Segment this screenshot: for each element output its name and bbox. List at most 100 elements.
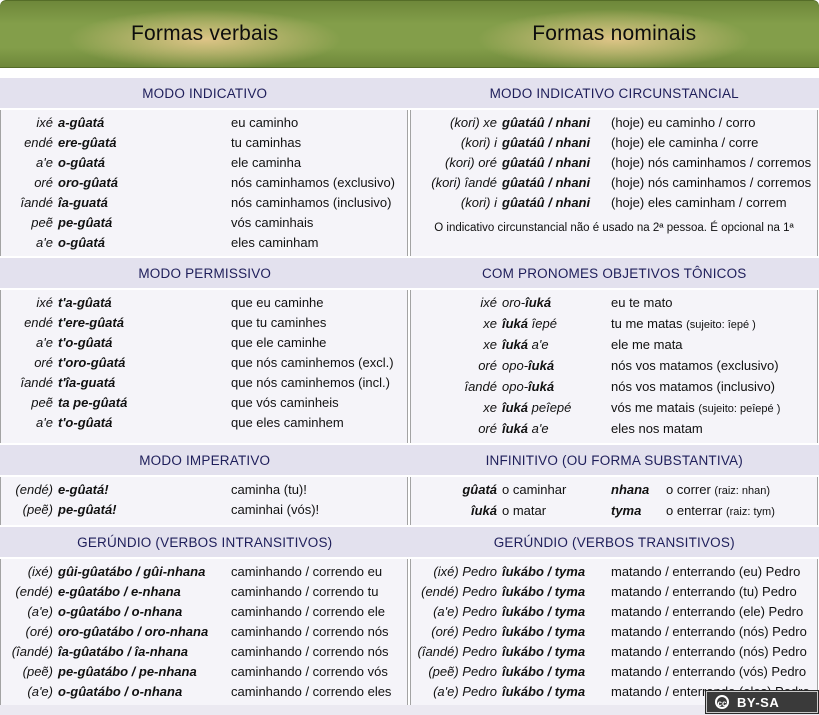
section-title-indicativo: MODO INDICATIVO <box>142 85 268 101</box>
verb-cell: tyma <box>611 503 642 518</box>
pronoun-cell: endé <box>24 135 53 150</box>
verb-cell: gûatáû / nhani <box>502 135 591 150</box>
pronoun-cell: xe <box>483 400 497 415</box>
conjugation-row: oré opo-îuká nós vos matamos (exclusivo) <box>413 356 815 377</box>
conjugation-row: xe îuká îepé tu me matas (sujeito: îepé … <box>413 314 815 335</box>
translation-cell: tu caminhas <box>231 135 302 150</box>
pronoun-cell: endé <box>24 315 53 330</box>
translation-cell: (hoje) eu caminho / corro <box>611 115 756 130</box>
translation-cell: (hoje) nós caminhamos / corremos <box>611 155 812 170</box>
section-band-4: GERÚNDIO (VERBOS INTRANSITIVOS) GERÚNDIO… <box>0 527 819 557</box>
conjugation-row: (endé) e-gûatábo / e-nhana caminhando / … <box>3 582 405 602</box>
translation-cell: caminhando / correndo vós <box>231 664 388 679</box>
conjugation-row: (a'e) o-gûatábo / o-nhana caminhando / c… <box>3 602 405 622</box>
section-content-1: ixé a-gûatá eu caminho endé ere-gûatá tu… <box>0 110 819 256</box>
conjugation-row: peẽ ta pe-gûatá que vós caminheis <box>3 393 405 413</box>
permissivo-cell: ixé t'a-gûatá que eu caminhe endé t'ere-… <box>0 290 408 443</box>
translation-cell: que nós caminhemos (incl.) <box>231 375 390 390</box>
pronoun-cell: (endé) <box>15 482 53 497</box>
conjugation-row: endé t'ere-gûatá que tu caminhes <box>3 313 405 333</box>
pronoun-cell: (oré) <box>25 624 53 639</box>
section-title-imperativo: MODO IMPERATIVO <box>139 452 271 468</box>
pronoun-cell: a'e <box>36 155 53 170</box>
header-right-half: Formas nominais <box>410 0 819 68</box>
translation-cell: o correr (raiz: nhan) <box>666 482 771 497</box>
pronoun-cell: (a'e) Pedro <box>433 684 497 699</box>
conjugation-row: a'e o-gûatá eles caminham <box>3 233 405 253</box>
verb-cell: oro-gûatábo / oro-nhana <box>58 624 209 639</box>
pronoun-cell: (a'e) <box>27 604 53 619</box>
conjugation-row: peẽ pe-gûatá vós caminhais <box>3 213 405 233</box>
section-title-gerundio-transitivos: GERÚNDIO (VERBOS TRANSITIVOS) <box>493 534 735 550</box>
verb-cell: t'a-gûatá <box>58 295 112 310</box>
pronoun-cell: îandé <box>20 195 53 210</box>
conjugation-row: (kori) îandé gûatáû / nhani (hoje) nós c… <box>413 173 815 193</box>
pronoun-cell: ixé <box>480 295 497 310</box>
verb-cell: îukábo / tyma <box>502 584 586 599</box>
conjugation-row: (kori) i gûatáû / nhani (hoje) ele camin… <box>413 133 815 153</box>
verb-cell: îuká <box>470 503 497 518</box>
spacer <box>0 525 819 527</box>
conjugation-row: (a'e) o-gûatábo / o-nhana caminhando / c… <box>3 682 405 702</box>
conjugation-row: (ixé) gûi-gûatábo / gûi-nhana caminhando… <box>3 562 405 582</box>
translation-cell: eles nos matam <box>611 421 703 436</box>
section-title-circunstancial: MODO INDICATIVO CIRCUNSTANCIAL <box>489 85 739 101</box>
verb-cell: t'oro-gûatá <box>58 355 126 370</box>
translation-cell: matando / enterrando (nós) Pedro <box>611 644 807 659</box>
nominal-forms-title: Formas nominais <box>532 22 697 45</box>
verb-cell: gûatáû / nhani <box>502 155 591 170</box>
verb-cell: pe-gûatá <box>58 215 113 230</box>
conjugation-row: (ixé) Pedro îukábo / tyma matando / ente… <box>413 562 815 582</box>
pronoun-cell: (oré) Pedro <box>431 624 497 639</box>
conjugation-row: ixé a-gûatá eu caminho <box>3 113 405 133</box>
pronoun-cell: oré <box>34 175 53 190</box>
verb-cell: îuká a'e <box>502 421 549 436</box>
spacer <box>0 288 819 290</box>
pronoun-cell: îandé <box>20 375 53 390</box>
conjugation-row: (peẽ) pe-gûatá! caminhai (vós)! <box>3 500 405 520</box>
translation-cell: caminhando / correndo nós <box>231 644 389 659</box>
pronoun-cell: (peẽ) <box>22 502 53 517</box>
section-band-1: MODO INDICATIVO MODO INDICATIVO CIRCUNST… <box>0 78 819 108</box>
bottom-strip <box>0 705 819 715</box>
translation-cell: ele caminha <box>231 155 302 170</box>
spacer <box>0 557 819 559</box>
section-content-4: (ixé) gûi-gûatábo / gûi-nhana caminhando… <box>0 559 819 705</box>
pronoun-cell: peẽ <box>31 395 53 410</box>
translation-cell: (hoje) nós caminhamos / corremos <box>611 175 812 190</box>
translation-cell: caminhando / correndo eles <box>231 684 392 699</box>
conjugation-row: (peẽ) Pedro îukábo / tyma matando / ente… <box>413 662 815 682</box>
conjugation-row: a'e t'o-gûatá que eles caminhem <box>3 413 405 433</box>
verb-cell: o-gûatábo / o-nhana <box>58 684 183 699</box>
cc-license-badge[interactable]: cc BY-SA <box>705 690 819 714</box>
pronoun-cell: a'e <box>36 335 53 350</box>
section-content-3: (endé) e-gûatá! caminha (tu)! (peẽ) pe-g… <box>0 477 819 525</box>
translation-cell: (hoje) eles caminham / correm <box>611 195 787 210</box>
conjugation-row: (kori) i gûatáû / nhani (hoje) eles cami… <box>413 193 815 213</box>
translation-cell: matando / enterrando (nós) Pedro <box>611 624 807 639</box>
translation-cell: o matar <box>502 503 547 518</box>
verb-cell: îukábo / tyma <box>502 624 586 639</box>
pronoun-cell: (peẽ) <box>22 664 53 679</box>
imperativo-cell: (endé) e-gûatá! caminha (tu)! (peẽ) pe-g… <box>0 477 408 525</box>
verb-cell: e-gûatábo / e-nhana <box>58 584 181 599</box>
translation-cell: (hoje) ele caminha / corre <box>611 135 759 150</box>
verb-cell: ere-gûatá <box>58 135 117 150</box>
verb-cell: îuká a'e <box>502 337 549 352</box>
translation-cell: nós vos matamos (exclusivo) <box>611 358 779 373</box>
verb-cell: îuká îepé <box>502 316 557 331</box>
header-left-half: Formas verbais <box>0 0 410 68</box>
conjugation-row: ixé oro-îuká eu te mato <box>413 293 815 314</box>
conjugation-row: a'e t'o-gûatá que ele caminhe <box>3 333 405 353</box>
section-band-2: MODO PERMISSIVO COM PRONOMES OBJETIVOS T… <box>0 258 819 288</box>
verbal-forms-title: Formas verbais <box>130 22 279 45</box>
translation-cell: caminhando / correndo tu <box>231 584 379 599</box>
pronoun-cell: oré <box>478 421 497 436</box>
verb-cell: îukábo / tyma <box>502 604 586 619</box>
conjugation-row: xe îuká peîepé vós me matais (sujeito: p… <box>413 398 815 419</box>
section-band-3: MODO IMPERATIVO INFINITIVO (OU FORMA SUB… <box>0 445 819 475</box>
conjugation-row: îandé t'îa-guatá que nós caminhemos (inc… <box>3 373 405 393</box>
conjugation-row: oré oro-gûatá nós caminhamos (exclusivo) <box>3 173 405 193</box>
translation-cell: matando / enterrando (tu) Pedro <box>611 584 797 599</box>
spacer <box>0 108 819 110</box>
